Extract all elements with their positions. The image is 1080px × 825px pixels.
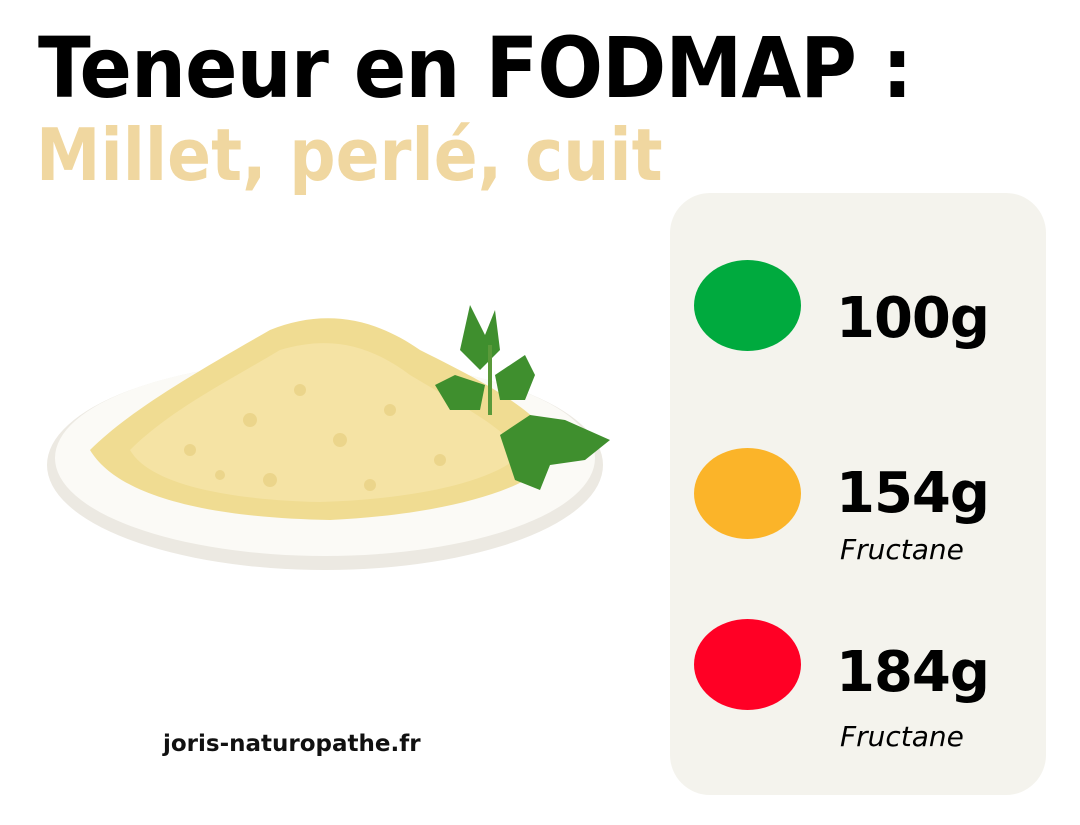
page-title: Teneur en FODMAP :: [38, 19, 913, 117]
low-fodmap-indicator-icon: [694, 260, 801, 351]
food-name: Millet, perlé, cuit: [36, 113, 663, 197]
high-fodmap-indicator-icon: [694, 619, 801, 710]
low-fodmap-amount: 100g: [836, 286, 990, 351]
high-fodmap-amount: 184g: [836, 640, 990, 705]
high-fodmap-type: Fructane: [840, 720, 964, 753]
fodmap-levels-panel: 100g 154g Fructane 184g Fructane: [670, 193, 1046, 795]
moderate-fodmap-indicator-icon: [694, 448, 801, 539]
millet-plate-image: [47, 305, 610, 570]
website-link[interactable]: joris-naturopathe.fr: [163, 731, 421, 757]
moderate-fodmap-amount: 154g: [836, 461, 990, 526]
moderate-fodmap-type: Fructane: [840, 533, 964, 566]
